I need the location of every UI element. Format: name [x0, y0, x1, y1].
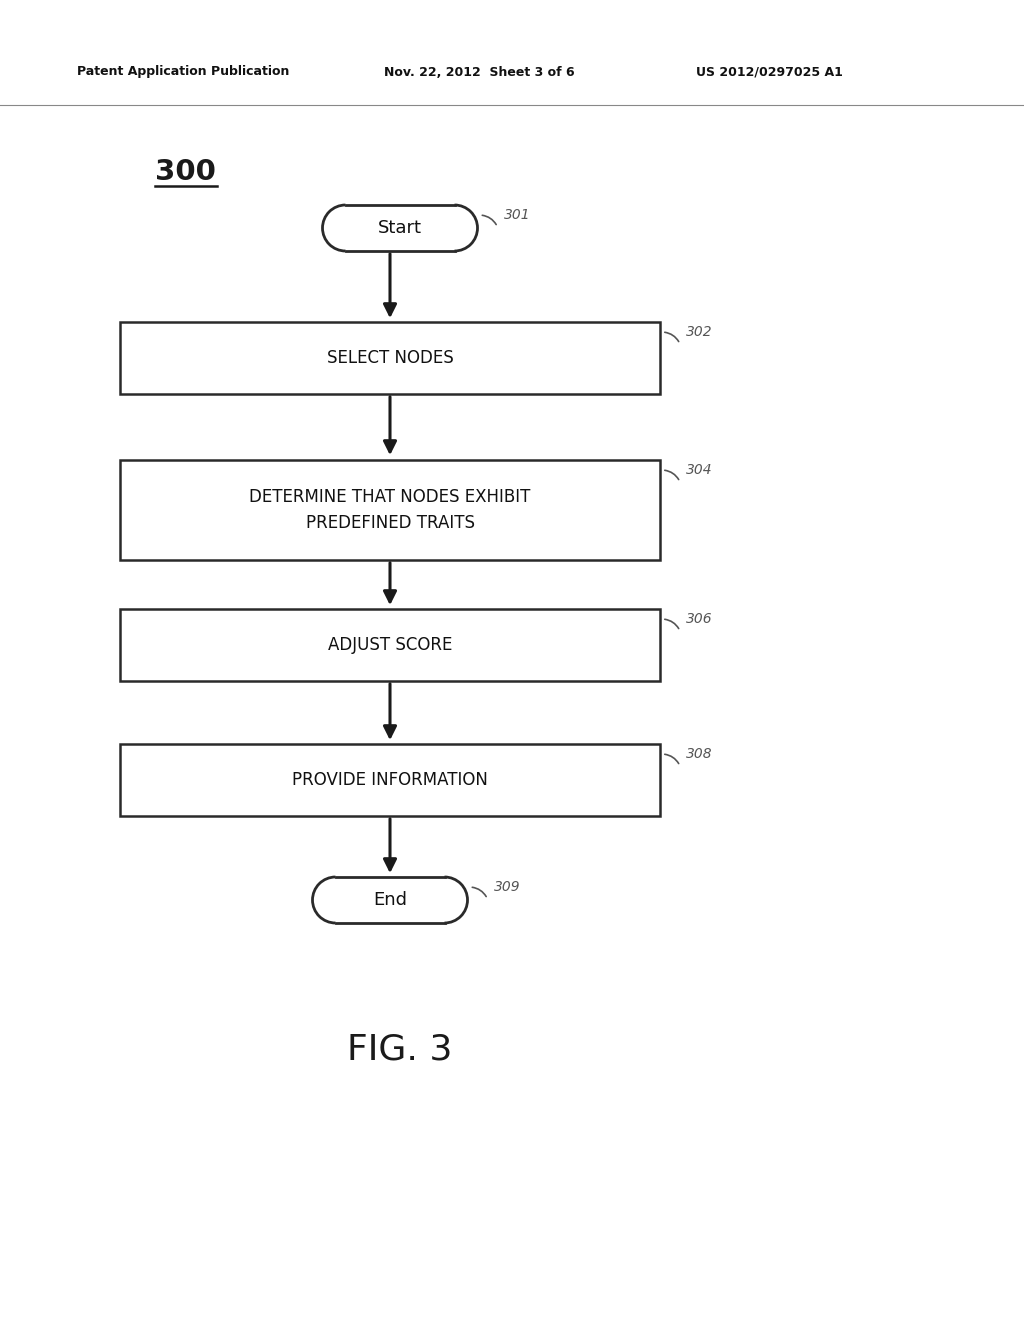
Text: Patent Application Publication: Patent Application Publication: [77, 66, 289, 78]
Wedge shape: [323, 205, 345, 251]
Text: SELECT NODES: SELECT NODES: [327, 348, 454, 367]
Text: 300: 300: [155, 158, 216, 186]
Text: Start: Start: [378, 219, 422, 238]
Text: 306: 306: [686, 612, 713, 626]
Bar: [120, 322, 660, 393]
Bar: [120, 744, 660, 816]
Text: 308: 308: [686, 747, 713, 762]
Wedge shape: [312, 876, 336, 923]
Bar: [120, 459, 660, 560]
Text: ADJUST SCORE: ADJUST SCORE: [328, 636, 453, 653]
Text: End: End: [373, 891, 407, 909]
Text: Nov. 22, 2012  Sheet 3 of 6: Nov. 22, 2012 Sheet 3 of 6: [384, 66, 574, 78]
Bar: [120, 609, 660, 681]
Text: DETERMINE THAT NODES EXHIBIT
PREDEFINED TRAITS: DETERMINE THAT NODES EXHIBIT PREDEFINED …: [249, 488, 530, 532]
Text: PROVIDE INFORMATION: PROVIDE INFORMATION: [292, 771, 488, 789]
Text: 309: 309: [494, 880, 520, 894]
Bar: [345, 205, 455, 251]
Text: FIG. 3: FIG. 3: [347, 1034, 453, 1067]
Wedge shape: [455, 205, 477, 251]
Text: 304: 304: [686, 463, 713, 477]
Bar: [336, 876, 444, 923]
Text: US 2012/0297025 A1: US 2012/0297025 A1: [696, 66, 843, 78]
Text: 302: 302: [686, 325, 713, 339]
Wedge shape: [444, 876, 468, 923]
Text: 301: 301: [504, 209, 530, 222]
